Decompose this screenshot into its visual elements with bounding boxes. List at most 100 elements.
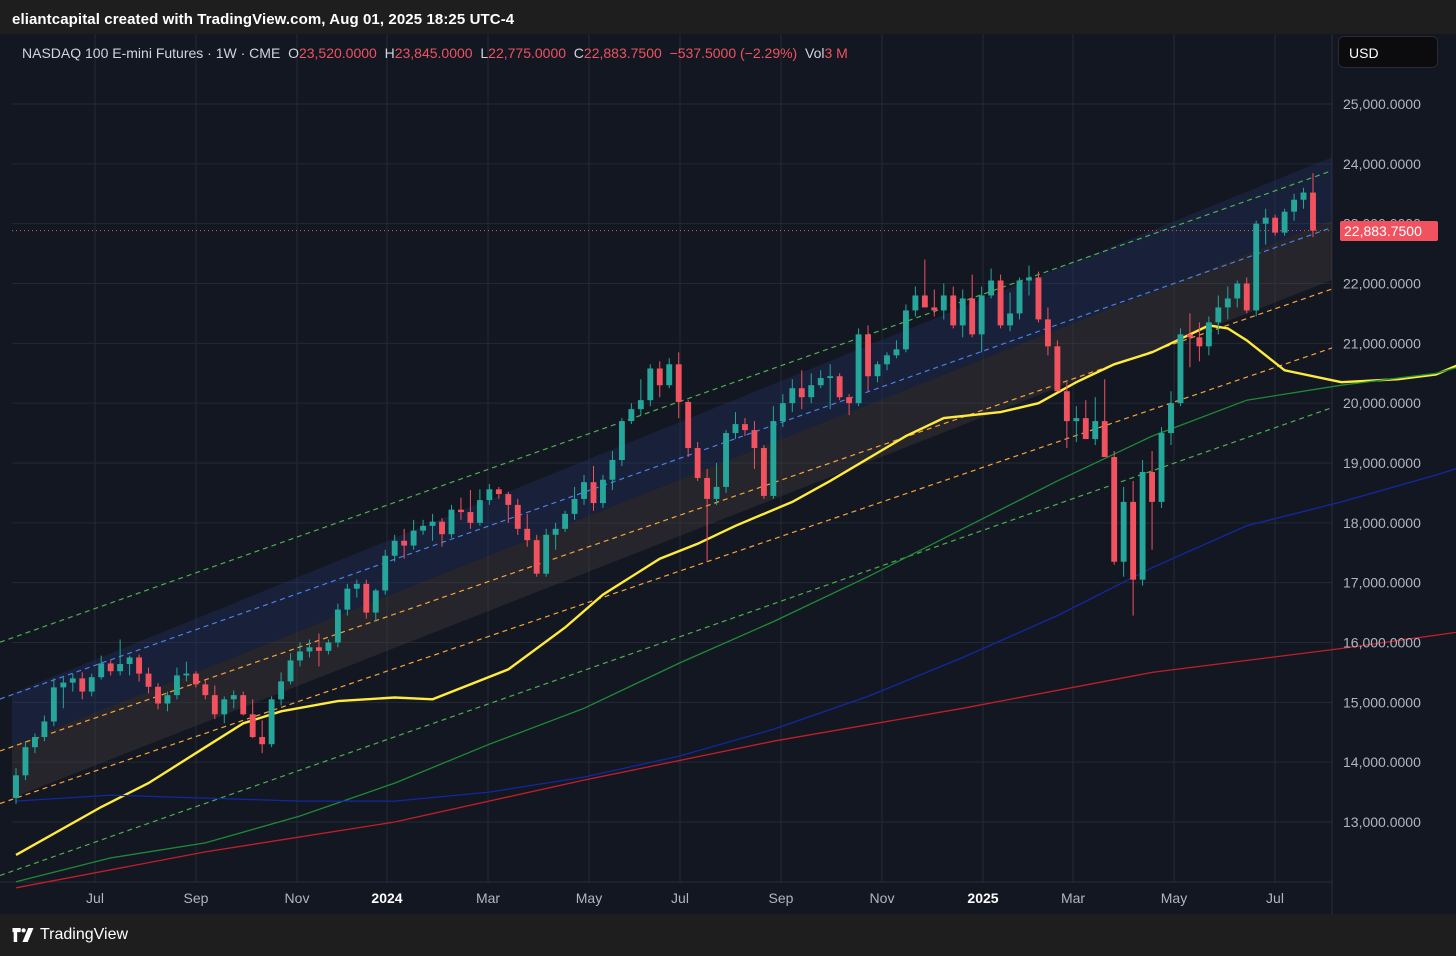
candle bbox=[136, 654, 143, 682]
candle-body bbox=[808, 385, 815, 398]
candle bbox=[666, 358, 673, 389]
candle-body bbox=[656, 368, 663, 386]
candle bbox=[1310, 173, 1316, 238]
candle bbox=[760, 445, 767, 499]
candle-body bbox=[155, 686, 161, 704]
candle-body bbox=[1310, 192, 1316, 231]
candle-body bbox=[571, 498, 578, 514]
candle-body bbox=[581, 482, 587, 499]
candle bbox=[268, 696, 275, 748]
candle-body bbox=[600, 479, 606, 504]
candle bbox=[211, 685, 218, 720]
candle-body bbox=[675, 364, 682, 402]
candle bbox=[893, 340, 900, 359]
candle-body bbox=[827, 376, 834, 379]
candle bbox=[13, 768, 19, 805]
y-axis: 13,000.0000 14,000.0000 15,000.0000 16,000.… bbox=[1343, 96, 1421, 830]
candle-body bbox=[732, 424, 739, 434]
x-tick-label: Nov bbox=[870, 890, 895, 906]
candle bbox=[581, 474, 587, 505]
candle bbox=[363, 579, 370, 619]
x-tick-label: Mar bbox=[476, 890, 500, 906]
candle-body bbox=[950, 295, 957, 326]
candle bbox=[22, 741, 29, 781]
candle-body bbox=[789, 388, 796, 404]
candle-body bbox=[609, 460, 616, 480]
candle-body bbox=[1224, 298, 1231, 308]
candle-body bbox=[69, 678, 76, 683]
candle bbox=[1130, 480, 1137, 616]
currency-button[interactable]: USD bbox=[1338, 36, 1438, 68]
candle-body bbox=[230, 695, 237, 700]
candle-body bbox=[1139, 471, 1146, 580]
candle bbox=[902, 304, 909, 353]
top-strip: eliantcapital created with TradingView.c… bbox=[0, 0, 1456, 34]
candle bbox=[571, 486, 578, 520]
candle-body bbox=[344, 588, 351, 610]
candle-body bbox=[249, 714, 256, 738]
candle bbox=[1044, 307, 1051, 356]
candle-body bbox=[363, 583, 370, 613]
candle-body bbox=[420, 525, 427, 531]
candle bbox=[410, 519, 417, 550]
candle bbox=[751, 421, 758, 469]
candlestick-chart[interactable]: 13,000.0000 14,000.0000 15,000.0000 16,000.… bbox=[0, 34, 1456, 914]
x-axis: Jul Sep Nov 2024 Mar May Jul Sep Nov 2025 Mar May Ju… bbox=[86, 890, 1284, 906]
candle bbox=[836, 373, 843, 401]
candle-body bbox=[931, 307, 938, 311]
candle bbox=[372, 588, 379, 622]
candle bbox=[1149, 451, 1155, 550]
candle-body bbox=[1035, 277, 1042, 320]
volume-label: Vol bbox=[805, 45, 825, 61]
x-tick-label: 2025 bbox=[967, 890, 998, 906]
y-tick-label: 17,000.0000 bbox=[1343, 575, 1421, 591]
candle bbox=[88, 673, 95, 697]
candle-body bbox=[723, 433, 729, 487]
candle-body bbox=[1253, 223, 1260, 311]
candle-body bbox=[514, 504, 521, 529]
candle bbox=[675, 352, 682, 419]
candle-body bbox=[60, 682, 67, 688]
candle-body bbox=[31, 737, 38, 748]
candle bbox=[817, 370, 824, 389]
y-tick-label: 13,000.0000 bbox=[1343, 814, 1421, 830]
candle bbox=[713, 463, 720, 505]
candle bbox=[1186, 313, 1193, 368]
candle-body bbox=[562, 513, 569, 529]
candle-body bbox=[647, 368, 654, 401]
candle bbox=[334, 603, 341, 648]
chart-area[interactable]: 13,000.0000 14,000.0000 15,000.0000 16,000.… bbox=[0, 34, 1456, 914]
candle-body bbox=[1082, 418, 1089, 440]
candle bbox=[855, 328, 862, 407]
candle-body bbox=[694, 448, 701, 478]
x-tick-label: May bbox=[576, 890, 602, 906]
candle bbox=[1215, 295, 1222, 335]
candle-body bbox=[552, 528, 559, 535]
candle-body bbox=[88, 677, 95, 692]
candle-body bbox=[618, 421, 625, 461]
candle-body bbox=[1262, 217, 1269, 224]
candle bbox=[1111, 451, 1118, 565]
candle bbox=[429, 513, 436, 541]
candle bbox=[316, 633, 322, 667]
candle bbox=[808, 373, 815, 404]
candle-body bbox=[107, 663, 114, 672]
candle-body bbox=[912, 295, 919, 311]
tradingview-brand[interactable]: TradingView bbox=[12, 926, 128, 944]
candle bbox=[476, 489, 483, 526]
candle bbox=[202, 679, 209, 700]
candle bbox=[618, 418, 625, 466]
y-tick-label: 19,000.0000 bbox=[1343, 455, 1421, 471]
candle-body bbox=[1092, 421, 1099, 440]
candle-body bbox=[1177, 334, 1184, 404]
candle bbox=[344, 583, 351, 616]
candle bbox=[117, 639, 124, 676]
candle bbox=[1026, 265, 1032, 296]
candle-body bbox=[1120, 501, 1127, 562]
candle-body bbox=[959, 298, 966, 326]
x-tick-label: 2024 bbox=[371, 890, 402, 906]
candle-body bbox=[1007, 313, 1013, 326]
candle-body bbox=[278, 681, 285, 700]
candle bbox=[1063, 382, 1070, 449]
change-value: −537.5000 (−2.29%) bbox=[669, 45, 798, 61]
